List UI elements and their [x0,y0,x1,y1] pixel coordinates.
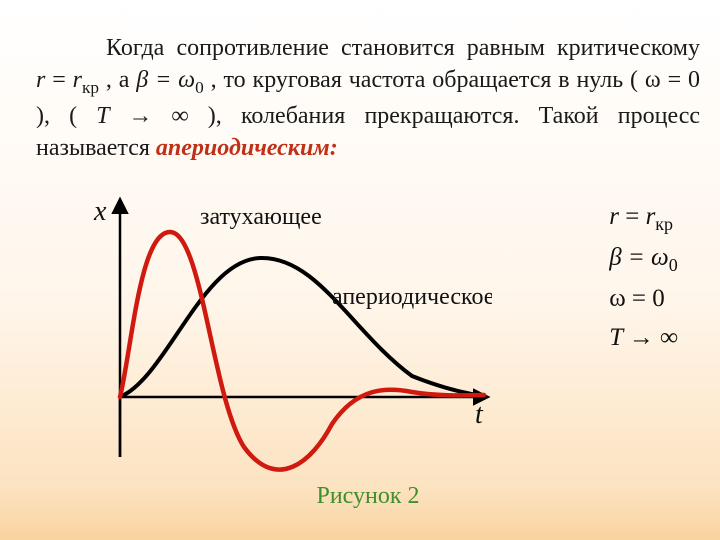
y-axis-label: x [93,196,107,227]
formula-T-inf-inline: T → ∞ [96,103,188,129]
formula-omega0-inline: ω = 0 [645,67,700,93]
figure-zone: x t затухающее апериодическое r = rкр β = ω… [36,188,700,508]
label-damped: затухающее [200,204,322,230]
curve-aperiodic [120,258,484,397]
text-seg-4: ), ( [36,103,96,129]
eq-beta-w0: β = ω0 [609,239,678,280]
body-paragraph: Когда сопротивление становится равным кр… [36,32,700,164]
eq-T-inf: T → ∞ [609,319,678,358]
highlight-term: апериодическим: [156,135,338,161]
figure-caption: Рисунок 2 [316,483,419,510]
text-seg-1: Когда сопротивление становится равным кр… [106,35,700,61]
damping-chart: x t затухающее апериодическое [72,192,492,482]
text-seg-3: , то круговая частота обращается в нуль … [211,67,645,93]
formula-beta-inline: β = ω0 [136,67,210,93]
label-aperiodic: апериодическое [332,284,492,310]
x-axis-label: t [475,399,484,430]
eq-omega-0: ω = 0 [609,280,678,319]
formula-r-rcr-inline: r = rкр [36,67,106,93]
text-seg-2: , а [106,67,136,93]
side-equations: r = rкр β = ω0 ω = 0 T → ∞ [609,198,678,357]
eq-r-rcr: r = rкр [609,198,678,239]
curve-damped [120,232,484,470]
